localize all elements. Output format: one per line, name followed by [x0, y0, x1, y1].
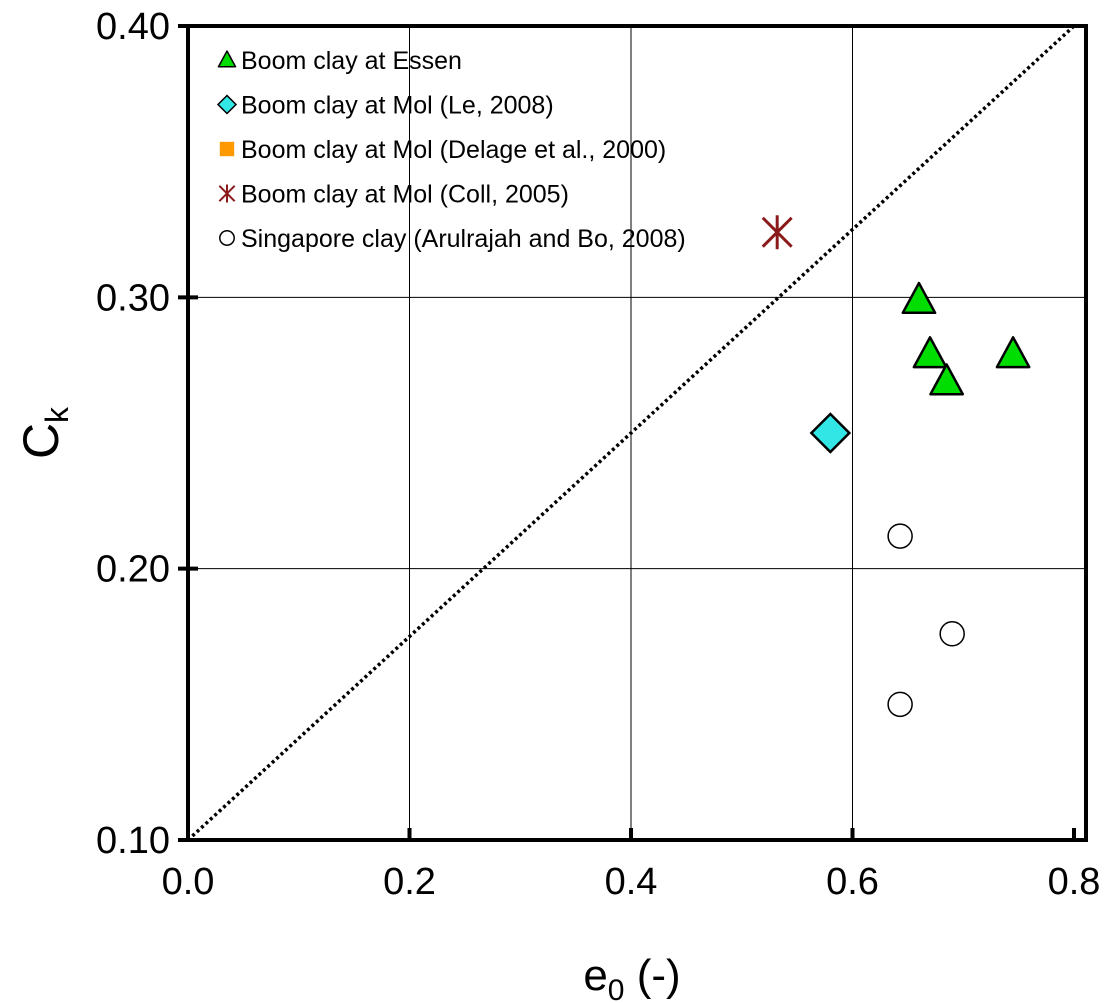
legend-marker-circle: [219, 230, 235, 246]
grid-lines: [188, 26, 1086, 840]
data-point-triangle: [929, 363, 965, 396]
data-point-circle: [939, 621, 965, 647]
legend-marker-diamond: [216, 94, 238, 115]
data-point-diamond: [809, 412, 852, 454]
legend-label: Boom clay at Mol (Coll, 2005): [241, 181, 569, 209]
tick-labels: 0.0 0.2 0.4 0.6 0.8 0.10 0.20 0.30 0.40: [96, 6, 1100, 903]
legend-label: Boom clay at Essen: [241, 47, 462, 75]
reference-dotted-line: [186, 24, 1076, 842]
y-axis-label: Ck: [13, 406, 75, 459]
legend-label: Boom clay at Mol (Le, 2008): [241, 92, 554, 120]
legend-label: Singapore clay (Arulrajah and Bo, 2008): [241, 225, 686, 253]
data-point-triangle: [901, 281, 937, 315]
legend-marker-asterisk: [218, 184, 236, 203]
y-tick-label: 0.20: [96, 549, 170, 591]
axis-ticks: [178, 24, 1076, 842]
reference-line: [186, 24, 1076, 842]
data-point-triangle: [995, 336, 1031, 369]
data-point-asterisk: [761, 215, 793, 250]
data-points: [761, 215, 1031, 718]
y-tick-label: 0.30: [96, 277, 170, 319]
x-tick-label: 0.4: [605, 861, 658, 903]
plot-area-frame: [186, 24, 1088, 842]
x-axis-label: e0 (-): [583, 951, 680, 1003]
y-tick-label: 0.10: [96, 820, 170, 862]
legend-marker-square: [219, 141, 235, 157]
x-tick-label: 0.0: [162, 861, 215, 903]
data-point-circle: [887, 691, 913, 718]
x-tick-label: 0.8: [1048, 861, 1101, 903]
legend-marker-triangle: [217, 50, 237, 68]
data-point-triangle: [912, 336, 948, 369]
x-tick-label: 0.2: [383, 861, 436, 903]
legend: Boom clay at Essen Boom clay at Mol (Le, …: [216, 47, 686, 253]
legend-label: Boom clay at Mol (Delage et al., 2000): [241, 136, 666, 164]
x-tick-label: 0.6: [826, 861, 879, 903]
data-point-circle: [887, 523, 913, 549]
y-tick-label: 0.40: [96, 6, 170, 48]
